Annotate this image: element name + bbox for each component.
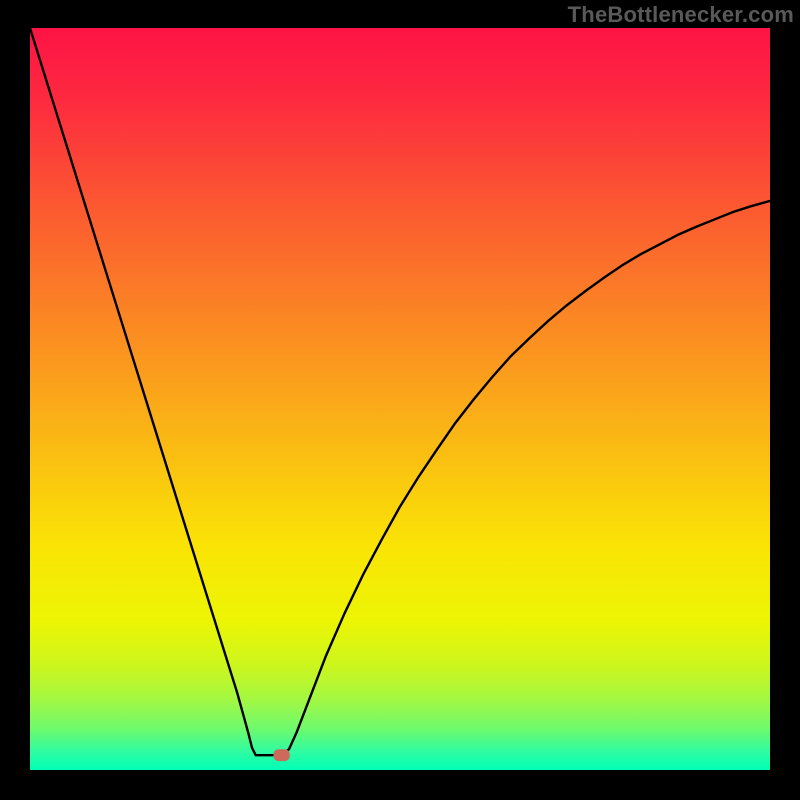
optimal-point-marker [273, 749, 289, 761]
chart-svg [30, 28, 770, 770]
chart-frame: TheBottlenecker.com [0, 0, 800, 800]
chart-background [30, 28, 770, 770]
watermark-text: TheBottlenecker.com [568, 2, 794, 28]
plot-area [30, 28, 770, 770]
